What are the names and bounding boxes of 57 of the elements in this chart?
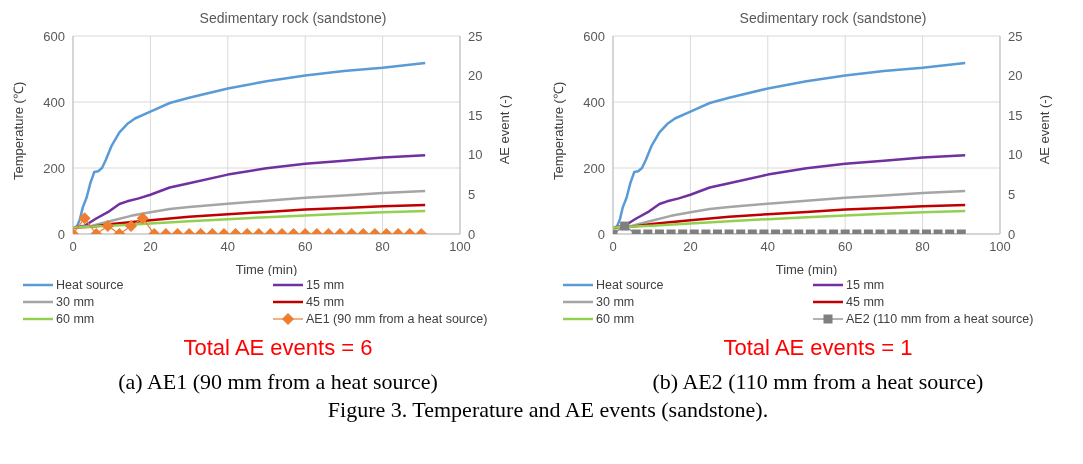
y2-tick-label: 15 — [1008, 107, 1023, 123]
y-tick-label: 400 — [43, 94, 65, 110]
y2-tick-label: 0 — [468, 226, 476, 242]
legend-label: Heat source — [596, 277, 664, 292]
legend-label: 45 mm — [846, 294, 885, 309]
legend-label: 30 mm — [596, 294, 635, 309]
y-tick-label: 0 — [57, 226, 65, 242]
legend-label: 45 mm — [306, 294, 345, 309]
y2-tick-label: 0 — [1008, 226, 1016, 242]
legend-label: AE1 (90 mm from a heat source) — [306, 311, 488, 326]
y-tick-label: 600 — [43, 28, 65, 44]
y-tick-label: 0 — [597, 226, 605, 242]
text: (b) AE2 (110 mm from a heat source) — [651, 369, 985, 396]
x-tick-label: 80 — [375, 239, 390, 255]
y-tick-label: 200 — [43, 160, 65, 176]
y-tick-label: 200 — [583, 160, 605, 176]
y-axis-title: Temperature (℃) — [10, 81, 26, 180]
x-tick-label: 60 — [297, 239, 313, 255]
legend-label: 60 mm — [596, 311, 635, 326]
x-tick-label: 0 — [69, 239, 77, 255]
y2-tick-label: 25 — [468, 28, 483, 44]
x-tick-label: 0 — [609, 239, 617, 255]
legend-label: 60 mm — [56, 311, 95, 326]
y2-tick-label: 10 — [1008, 147, 1023, 163]
legend-label: 15 mm — [306, 277, 345, 292]
y2-axis-title: AE event (-) — [1036, 95, 1052, 165]
x-tick-label: 100 — [989, 239, 1011, 255]
y2-tick-label: 10 — [468, 147, 483, 163]
chart-title: Sedimentary rock (sandstone) — [198, 9, 388, 28]
y-tick-label: 400 — [583, 94, 605, 110]
y2-tick-label: 5 — [1008, 187, 1016, 203]
x-tick-label: 40 — [760, 239, 776, 255]
x-tick-label: 100 — [449, 239, 471, 255]
legend-label: 15 mm — [846, 277, 885, 292]
legend-label: AE2 (110 mm from a heat source) — [846, 311, 1034, 326]
y2-tick-label: 20 — [1008, 68, 1023, 84]
y2-tick-label: 25 — [1008, 28, 1023, 44]
x-tick-label: 20 — [683, 239, 698, 255]
x-axis-title: Time (min) — [235, 262, 298, 277]
y2-tick-label: 5 — [468, 187, 476, 203]
x-tick-label: 80 — [915, 239, 930, 255]
y-axis-title: Temperature (℃) — [550, 81, 566, 180]
caption: Figure 3. Temperature and AE events (sandstone). — [326, 397, 770, 423]
x-tick-label: 20 — [143, 239, 158, 255]
x-axis-title: Time (min) — [775, 262, 838, 277]
y2-axis-title: AE event (-) — [496, 95, 512, 165]
chart-title: Sedimentary rock (sandstone) — [738, 9, 928, 28]
legend-label: 30 mm — [56, 294, 95, 309]
y2-tick-label: 15 — [468, 107, 483, 123]
legend-label: Heat source — [56, 277, 124, 292]
y-tick-label: 600 — [583, 28, 605, 44]
text: (a) AE1 (90 mm from a heat source) — [117, 369, 439, 396]
text: Total AE events = 6 — [182, 335, 374, 362]
x-tick-label: 60 — [837, 239, 853, 255]
x-tick-label: 40 — [220, 239, 236, 255]
text: Total AE events = 1 — [722, 335, 914, 362]
y2-tick-label: 20 — [468, 68, 483, 84]
